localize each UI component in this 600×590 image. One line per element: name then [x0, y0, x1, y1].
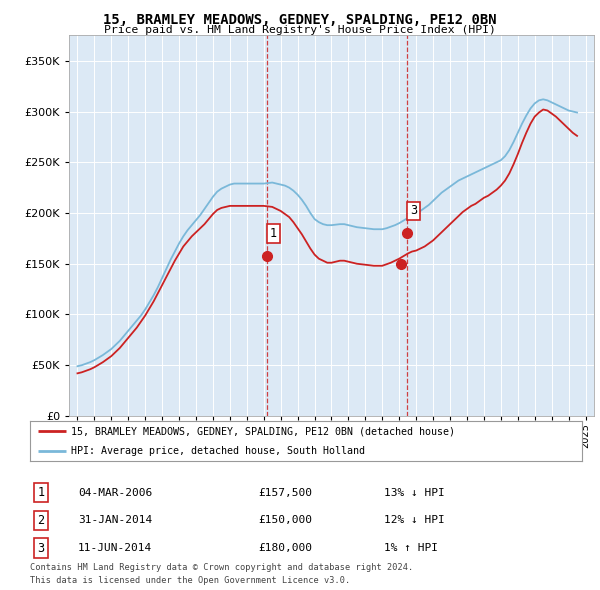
- Text: 13% ↓ HPI: 13% ↓ HPI: [384, 488, 445, 497]
- Text: 3: 3: [410, 205, 417, 218]
- Text: 31-JAN-2014: 31-JAN-2014: [78, 516, 152, 525]
- Text: 3: 3: [37, 542, 44, 555]
- Text: 15, BRAMLEY MEADOWS, GEDNEY, SPALDING, PE12 0BN: 15, BRAMLEY MEADOWS, GEDNEY, SPALDING, P…: [103, 13, 497, 27]
- Text: HPI: Average price, detached house, South Holland: HPI: Average price, detached house, Sout…: [71, 447, 365, 456]
- Text: 15, BRAMLEY MEADOWS, GEDNEY, SPALDING, PE12 0BN (detached house): 15, BRAMLEY MEADOWS, GEDNEY, SPALDING, P…: [71, 427, 455, 436]
- Text: 1% ↑ HPI: 1% ↑ HPI: [384, 543, 438, 553]
- Text: £157,500: £157,500: [258, 488, 312, 497]
- Text: 11-JUN-2014: 11-JUN-2014: [78, 543, 152, 553]
- Text: 04-MAR-2006: 04-MAR-2006: [78, 488, 152, 497]
- Text: Price paid vs. HM Land Registry's House Price Index (HPI): Price paid vs. HM Land Registry's House …: [104, 25, 496, 35]
- Text: 1: 1: [270, 227, 277, 240]
- Text: £180,000: £180,000: [258, 543, 312, 553]
- Text: 2: 2: [37, 514, 44, 527]
- Text: 1: 1: [37, 486, 44, 499]
- Text: Contains HM Land Registry data © Crown copyright and database right 2024.: Contains HM Land Registry data © Crown c…: [30, 563, 413, 572]
- Text: 12% ↓ HPI: 12% ↓ HPI: [384, 516, 445, 525]
- Text: This data is licensed under the Open Government Licence v3.0.: This data is licensed under the Open Gov…: [30, 576, 350, 585]
- Text: £150,000: £150,000: [258, 516, 312, 525]
